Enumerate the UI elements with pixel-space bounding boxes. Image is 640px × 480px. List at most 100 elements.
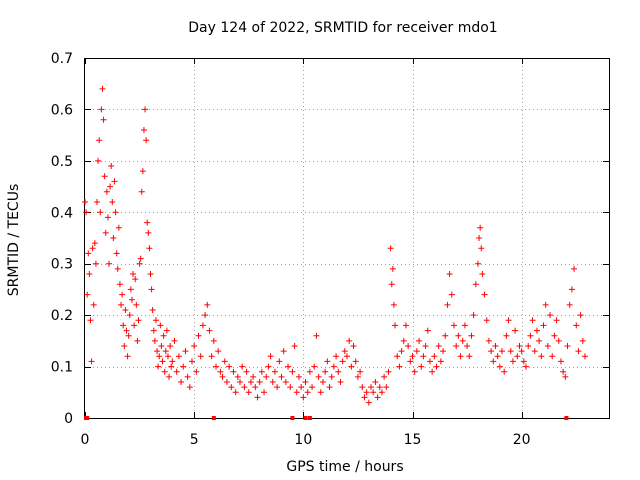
data-point xyxy=(468,332,475,339)
data-point xyxy=(147,271,154,277)
data-point xyxy=(245,389,252,396)
data-point xyxy=(422,343,429,349)
data-point xyxy=(503,332,510,339)
data-point xyxy=(339,358,346,365)
data-point xyxy=(381,373,388,380)
data-point xyxy=(306,368,313,375)
data-point xyxy=(168,363,175,370)
y-tick-label: 0.5 xyxy=(51,154,73,170)
data-point xyxy=(311,363,318,370)
data-point xyxy=(293,389,300,396)
data-point xyxy=(146,245,153,252)
data-point xyxy=(494,353,501,360)
data-point xyxy=(407,358,414,365)
data-point xyxy=(276,358,283,365)
data-point xyxy=(126,312,133,319)
data-point xyxy=(243,368,250,375)
data-point xyxy=(387,245,394,252)
data-point xyxy=(573,322,580,329)
data-point xyxy=(114,265,121,272)
data-point xyxy=(390,301,397,308)
data-point xyxy=(344,353,350,360)
data-point xyxy=(516,343,523,349)
data-point xyxy=(385,368,392,375)
data-point xyxy=(175,353,182,360)
data-point xyxy=(348,363,355,370)
y-tick-label: 0.2 xyxy=(51,308,73,324)
data-point xyxy=(352,358,359,365)
data-point xyxy=(136,260,143,267)
data-point xyxy=(405,343,412,349)
data-point xyxy=(370,389,377,396)
data-point xyxy=(208,353,215,360)
data-point xyxy=(182,348,189,355)
data-point xyxy=(89,245,96,252)
data-point xyxy=(232,389,239,396)
data-point xyxy=(492,343,499,349)
data-point xyxy=(536,337,543,344)
data-point xyxy=(440,348,447,355)
data-point xyxy=(499,348,506,355)
data-point xyxy=(485,337,492,344)
data-point xyxy=(140,127,147,133)
data-point xyxy=(228,384,235,391)
data-point xyxy=(319,379,326,385)
data-point xyxy=(124,353,131,360)
data-point xyxy=(287,384,294,391)
data-point xyxy=(158,343,165,349)
data-point xyxy=(137,255,144,262)
data-point xyxy=(90,301,97,308)
data-point xyxy=(252,384,259,391)
data-point xyxy=(94,199,101,205)
data-point xyxy=(285,363,292,370)
data-point xyxy=(115,224,122,231)
chart-title: Day 124 of 2022, SRMTID for receiver mdo… xyxy=(188,20,497,36)
data-point xyxy=(118,301,125,308)
data-point xyxy=(148,286,155,293)
data-point xyxy=(322,368,329,375)
data-point xyxy=(154,348,161,355)
data-point xyxy=(426,358,433,365)
data-point xyxy=(424,327,431,334)
data-point xyxy=(157,322,164,329)
data-point xyxy=(202,312,209,319)
data-point xyxy=(453,343,460,349)
data-point xyxy=(475,260,481,267)
data-point xyxy=(568,286,575,293)
data-point xyxy=(107,183,114,190)
x-tick-label: 15 xyxy=(404,432,422,448)
data-point xyxy=(100,116,107,123)
data-point xyxy=(328,373,335,380)
data-point xyxy=(132,276,139,283)
data-point xyxy=(261,389,268,396)
data-point xyxy=(315,373,322,380)
data-point xyxy=(372,379,379,385)
data-point xyxy=(282,379,289,385)
data-point xyxy=(365,399,372,406)
data-point xyxy=(300,394,307,401)
data-point xyxy=(206,327,213,334)
data-point xyxy=(180,363,187,370)
data-point xyxy=(478,245,485,252)
data-point xyxy=(555,337,562,344)
grid-lines xyxy=(85,58,609,418)
data-point xyxy=(125,332,132,339)
data-point xyxy=(544,343,551,349)
data-point xyxy=(476,235,483,241)
data-point xyxy=(291,343,298,349)
data-point xyxy=(186,384,193,391)
data-point xyxy=(92,260,99,267)
data-point xyxy=(376,384,383,391)
data-point xyxy=(477,224,484,231)
data-point xyxy=(446,271,453,277)
zero-markers xyxy=(84,416,569,420)
data-point xyxy=(191,343,198,349)
data-point xyxy=(150,327,157,334)
y-axis-label: SRMTID / TECUs xyxy=(6,184,22,297)
data-point xyxy=(472,281,479,288)
data-point xyxy=(374,394,381,401)
x-tick-labels: 0 5 10 15 20 xyxy=(81,432,531,448)
data-point xyxy=(523,363,530,370)
data-point xyxy=(389,265,396,272)
